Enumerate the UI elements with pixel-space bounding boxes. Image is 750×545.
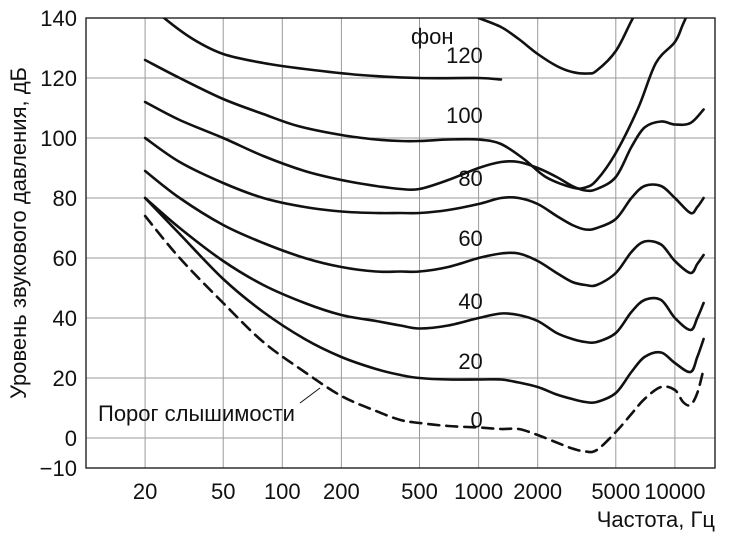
- curve-label-80: 80: [458, 166, 482, 191]
- y-tick-label-1: 120: [40, 66, 77, 91]
- curve-80-phon: [143, 100, 705, 193]
- curve-label-40: 40: [458, 289, 482, 314]
- curve-20-phon: [143, 196, 705, 345]
- curve-60-phon: [143, 136, 705, 232]
- x-axis-title: Частота, Гц: [597, 507, 716, 532]
- curve-labels: 120 100 80 60 40 20 0: [446, 43, 483, 433]
- x-tick-label-100: 100: [264, 479, 301, 504]
- curve-segment-1: [477, 18, 635, 75]
- x-tick-label-50: 50: [211, 479, 235, 504]
- unit-label: фон: [411, 24, 454, 49]
- curve-label-120: 120: [446, 43, 483, 68]
- y-tick-label-8: −10: [40, 456, 77, 481]
- x-ticks: 20 50 100 200 500 1000 2000 5000 10000: [133, 479, 706, 504]
- x-tick-label-200: 200: [323, 479, 360, 504]
- x-tick-label-5000: 5000: [591, 479, 640, 504]
- y-ticks: 140 120 100 80 60 40 20 0 −10: [40, 6, 77, 481]
- y-tick-label-3: 80: [53, 186, 77, 211]
- curves: [143, 18, 705, 454]
- curve-40-phon: [143, 169, 705, 288]
- y-tick-label-4: 60: [53, 246, 77, 271]
- x-tick-label-20: 20: [133, 479, 157, 504]
- plot-frame: [85, 17, 716, 469]
- x-tick-label-500: 500: [401, 479, 438, 504]
- y-tick-label-2: 100: [40, 126, 77, 151]
- curve-label-60: 60: [458, 226, 482, 251]
- x-tick-label-2000: 2000: [513, 479, 562, 504]
- curve-0-phon: [143, 214, 705, 454]
- curve-label-20: 20: [458, 349, 482, 374]
- y-tick-label-5: 40: [53, 306, 77, 331]
- x-tick-label-10000: 10000: [644, 479, 705, 504]
- y-tick-label-7: 0: [65, 426, 77, 451]
- curve-120-phon: [162, 18, 503, 81]
- curve-label-0: 0: [471, 408, 483, 433]
- x-tick-label-1000: 1000: [454, 479, 503, 504]
- threshold-annotation: Порог слышимости: [98, 401, 295, 426]
- y-tick-label-0: 140: [40, 6, 77, 31]
- curve-label-100: 100: [446, 103, 483, 128]
- y-tick-label-6: 20: [53, 366, 77, 391]
- curve-100-phon: [143, 18, 688, 190]
- curve-segment-7: [143, 196, 705, 405]
- threshold-leader: [299, 387, 321, 404]
- y-axis-title: Уровень звукового давления, дБ: [6, 67, 31, 399]
